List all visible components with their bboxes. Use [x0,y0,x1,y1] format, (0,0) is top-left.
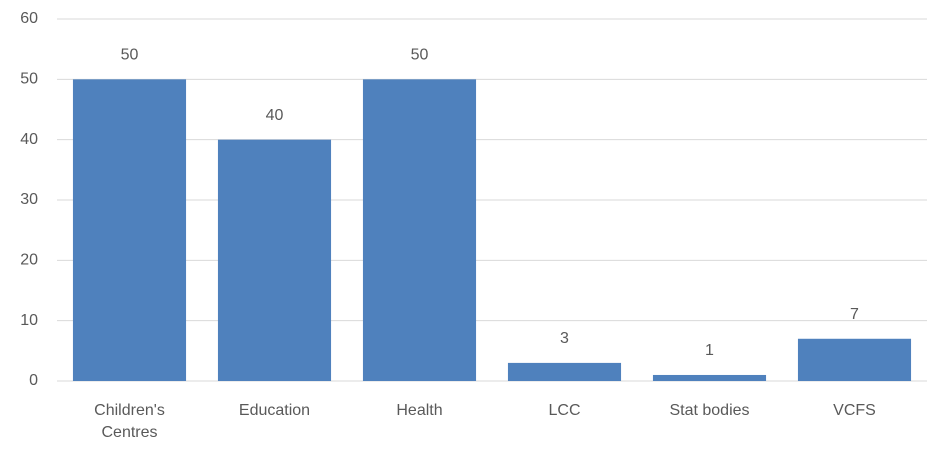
x-tick-label: VCFS [833,402,876,419]
bar [507,362,622,381]
data-label: 3 [560,330,569,347]
y-tick-label: 40 [20,131,38,148]
data-label: 1 [705,342,714,359]
bar [652,374,767,381]
y-tick-label: 20 [20,252,38,269]
x-tick-label: LCC [548,402,581,419]
x-tick-label: Health [396,402,443,419]
x-tick-label: Stat bodies [669,402,750,419]
y-tick-label: 0 [29,372,38,389]
bar [72,79,187,381]
y-tick-label: 30 [20,191,38,208]
y-tick-label: 60 [20,10,38,27]
x-tick-label: Education [238,402,311,419]
x-tick-label: Children's Centres [94,402,165,441]
bar [362,79,477,381]
y-tick-label: 50 [20,71,38,88]
bar [217,139,332,381]
data-label: 50 [121,47,139,64]
data-label: 40 [266,107,284,124]
bar [797,338,912,381]
y-tick-label: 10 [20,312,38,329]
data-label: 7 [850,306,859,323]
data-label: 50 [411,47,429,64]
